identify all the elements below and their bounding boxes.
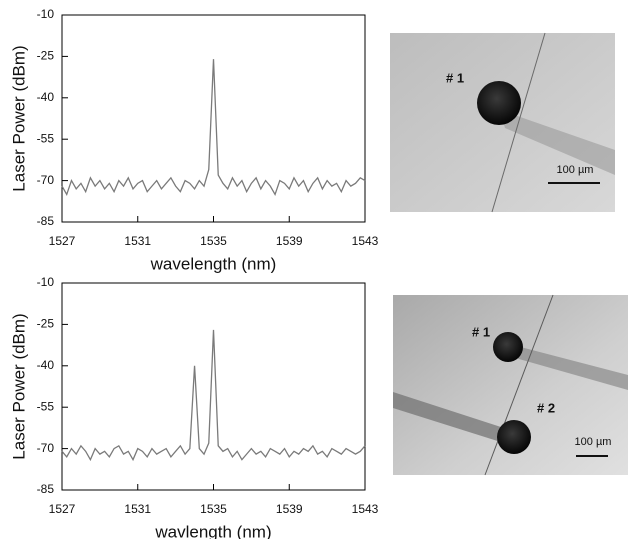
x-axis-label: wavlength (nm) <box>154 522 271 539</box>
y-tick-label: -55 <box>37 131 55 145</box>
y-tick-label: -40 <box>37 358 55 372</box>
particle-label: # 1 <box>446 70 464 85</box>
plot-frame <box>61 282 366 491</box>
particle-label: # 2 <box>537 400 555 415</box>
y-axis-label: Laser Power (dBm) <box>9 45 28 191</box>
y-tick-label: -25 <box>37 49 55 63</box>
micrograph-2: # 1 # 2 100 µm <box>393 294 628 476</box>
x-tick-label: 1539 <box>276 502 303 516</box>
x-tick-label: 1531 <box>124 234 151 248</box>
particle-label: # 1 <box>472 324 490 339</box>
y-tick-label: -85 <box>37 482 55 496</box>
y-tick-label: -70 <box>37 173 55 187</box>
x-tick-label: 1543 <box>352 234 379 248</box>
y-tick-label: -10 <box>37 7 55 21</box>
scale-bar-label: 100 µm <box>557 164 594 176</box>
y-axis-label: Laser Power (dBm) <box>9 313 28 459</box>
y-tick-label: -40 <box>37 90 55 104</box>
y-tick-label: -85 <box>37 214 55 228</box>
x-tick-label: 1543 <box>352 502 379 516</box>
y-tick-label: -70 <box>37 441 55 455</box>
y-tick-label: -10 <box>37 275 55 289</box>
x-tick-label: 1535 <box>200 234 227 248</box>
x-tick-label: 1527 <box>49 234 76 248</box>
x-tick-label: 1531 <box>124 502 151 516</box>
plot-frame <box>61 14 366 223</box>
micrograph-1: # 1 100 µm <box>390 32 615 213</box>
x-tick-label: 1539 <box>276 234 303 248</box>
spectrum-line <box>61 59 366 196</box>
x-tick-label: 1535 <box>200 502 227 516</box>
scale-bar-label: 100 µm <box>575 436 612 448</box>
y-tick-label: -55 <box>37 399 55 413</box>
y-tick-label: -25 <box>37 317 55 331</box>
spectrum-line <box>61 329 366 462</box>
x-tick-label: 1527 <box>49 502 76 516</box>
x-axis-label: wavelength (nm) <box>150 254 277 273</box>
